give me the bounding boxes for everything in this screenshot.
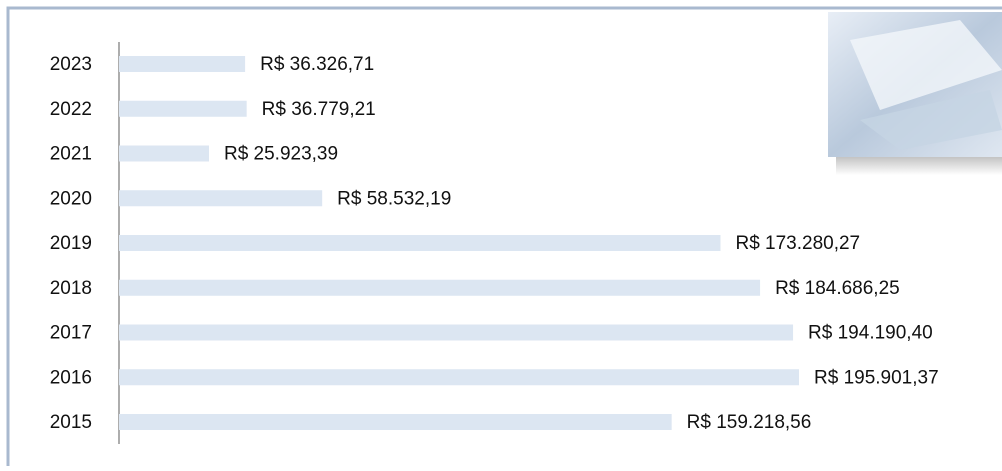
category-label: 2017 xyxy=(50,323,92,344)
category-label: 2020 xyxy=(50,188,92,209)
bar xyxy=(119,235,721,251)
value-label: R$ 173.280,27 xyxy=(735,233,860,254)
category-label: 2021 xyxy=(50,144,92,165)
category-label: 2018 xyxy=(50,278,92,299)
bar xyxy=(119,279,761,296)
bar xyxy=(119,414,672,430)
value-label: R$ 58.532,19 xyxy=(337,188,451,209)
value-label: R$ 195.901,37 xyxy=(814,367,939,388)
bar xyxy=(119,190,323,207)
category-label: 2019 xyxy=(50,233,92,254)
decorative-image xyxy=(828,12,1002,175)
category-label: 2015 xyxy=(50,412,92,433)
value-label: R$ 194.190,40 xyxy=(808,323,933,344)
value-label: R$ 36.779,21 xyxy=(262,99,376,120)
bar xyxy=(119,100,247,117)
bar xyxy=(119,369,799,386)
frame xyxy=(6,6,1002,466)
bar xyxy=(119,324,794,341)
value-label: R$ 36.326,71 xyxy=(260,54,374,75)
category-label: 2023 xyxy=(50,54,92,75)
bar xyxy=(119,145,209,162)
category-label: 2022 xyxy=(50,99,92,120)
value-label: R$ 25.923,39 xyxy=(224,144,338,165)
value-label: R$ 184.686,25 xyxy=(775,278,900,299)
value-label: R$ 159.218,56 xyxy=(687,412,812,433)
bar xyxy=(119,56,246,72)
category-label: 2016 xyxy=(50,367,92,388)
